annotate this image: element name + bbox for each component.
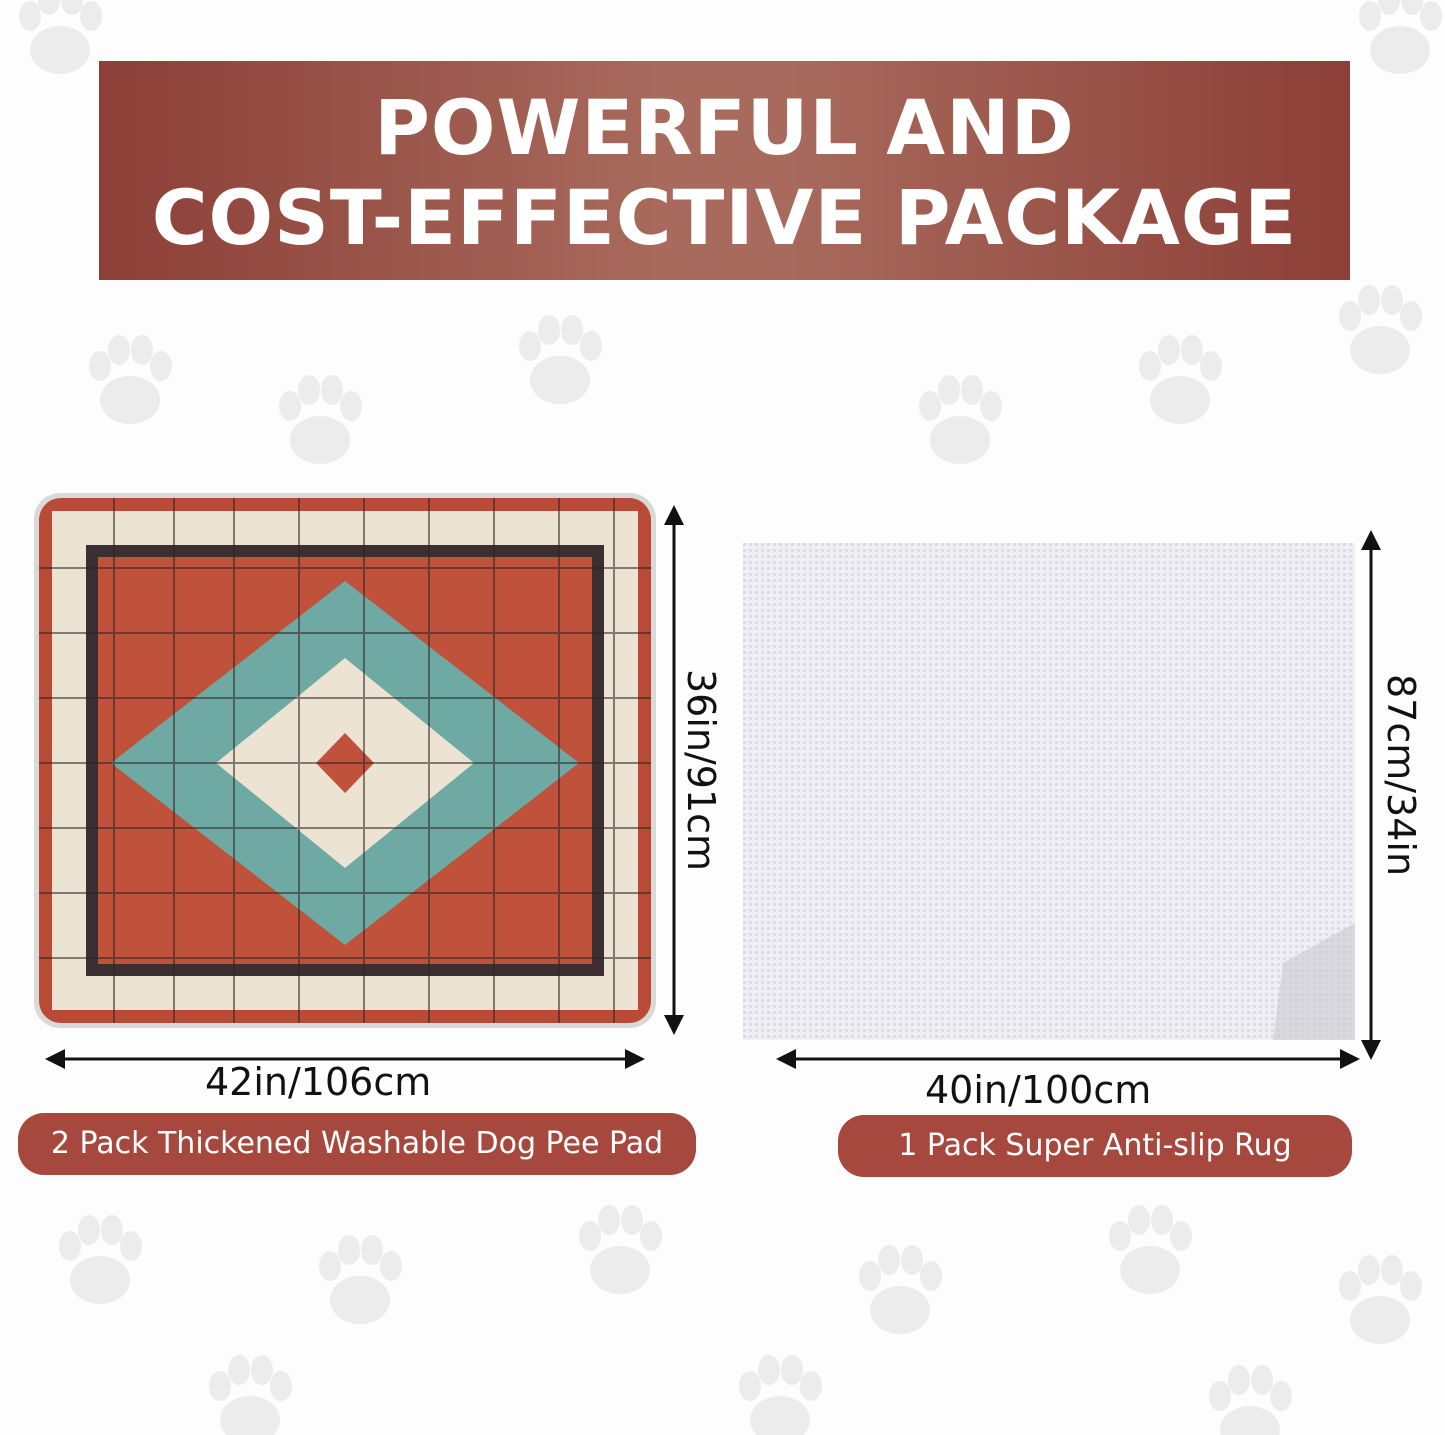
banner-title-line2: COST-EFFECTIVE PACKAGE xyxy=(151,173,1298,262)
height-arrow-left xyxy=(664,505,684,1035)
width-arrow-left xyxy=(45,1049,645,1069)
banner-title-line1: POWERFUL AND xyxy=(374,83,1075,172)
anti-slip-rug-image xyxy=(743,543,1355,1040)
caption-anti-slip-rug: 1 Pack Super Anti-slip Rug xyxy=(838,1115,1352,1177)
width-label-right: 40in/100cm xyxy=(925,1068,1152,1112)
pee-pad-image xyxy=(34,493,656,1028)
height-label-right: 87cm/34in xyxy=(1379,673,1424,877)
height-label-left: 36in/91cm xyxy=(679,668,724,872)
height-arrow-right xyxy=(1361,530,1381,1060)
width-label-left: 42in/106cm xyxy=(205,1060,432,1104)
width-arrow-right xyxy=(776,1049,1360,1069)
caption-pee-pad: 2 Pack Thickened Washable Dog Pee Pad xyxy=(18,1113,696,1175)
header-banner: POWERFUL AND COST-EFFECTIVE PACKAGE xyxy=(99,61,1350,280)
